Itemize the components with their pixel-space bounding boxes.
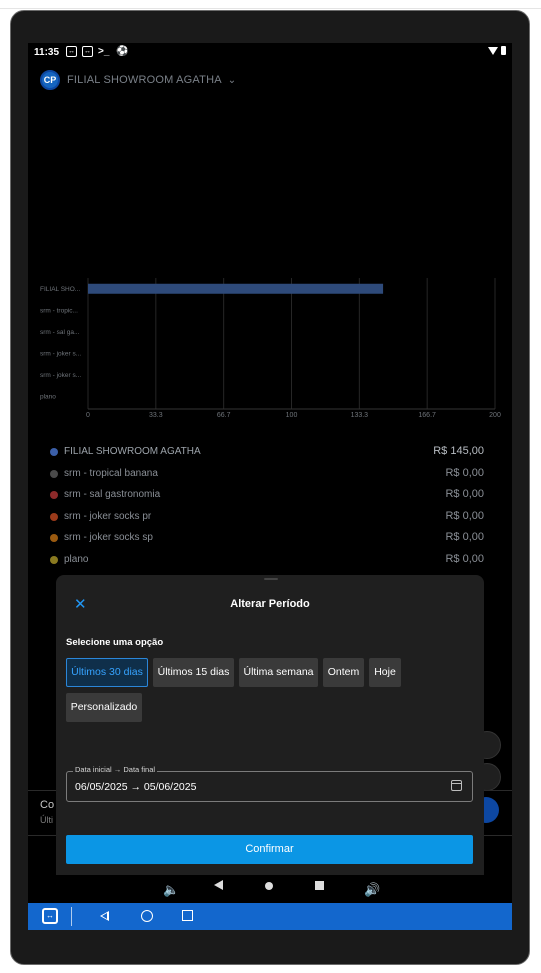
back-icon[interactable]: [214, 880, 223, 890]
chevron-down-icon: ⌄: [227, 74, 237, 86]
x-tick-label: 33.3: [149, 412, 163, 419]
x-tick-label: 0: [86, 412, 90, 419]
status-bar: 11:35 ↔ ↔ >_ ⚽: [28, 43, 512, 63]
x-tick-label: 66.7: [217, 412, 231, 419]
option-last-week[interactable]: Última semana: [239, 658, 318, 687]
y-tick-label: srm - joker s...: [40, 372, 81, 379]
confirm-button[interactable]: Confirmar: [66, 835, 473, 864]
option-custom[interactable]: Personalizado: [66, 693, 142, 722]
x-tick-label: 100: [286, 412, 298, 419]
legend-item: srm - joker socks sp R$ 0,00: [50, 529, 484, 549]
legend-item: plano R$ 0,00: [50, 551, 484, 571]
settings-icon: ⚽: [116, 46, 129, 57]
teamviewer-icon: ↔: [66, 46, 77, 57]
legend-color-dot: [50, 556, 58, 564]
y-tick-label: srm - tropic...: [40, 307, 78, 314]
legend-item: FILIAL SHOWROOM AGATHA R$ 145,00: [50, 443, 484, 463]
legend-label: FILIAL SHOWROOM AGATHA: [64, 446, 201, 457]
option-last-15-days[interactable]: Últimos 15 dias: [153, 658, 234, 687]
recents-icon[interactable]: [182, 910, 193, 921]
legend-color-dot: [50, 534, 58, 542]
legend-item: srm - joker socks pr R$ 0,00: [50, 508, 484, 528]
date-range-label: Data inicial → Data final: [73, 765, 158, 774]
legend-value: R$ 0,00: [445, 488, 484, 500]
drag-handle[interactable]: [264, 578, 278, 580]
top-divider: [0, 8, 541, 9]
options-label: Selecione uma opção: [66, 637, 164, 648]
x-tick-label: 200: [489, 412, 501, 419]
y-tick-label: plano: [40, 393, 56, 400]
legend-item: srm - sal gastronomia R$ 0,00: [50, 486, 484, 506]
battery-icon: [501, 46, 506, 55]
change-period-modal: ✕ Alterar Período Selecione uma opção Úl…: [56, 575, 484, 875]
option-today[interactable]: Hoje: [369, 658, 401, 687]
legend-label: srm - joker socks pr: [64, 511, 152, 522]
legend-label: plano: [64, 554, 89, 565]
modal-title: Alterar Período: [230, 598, 310, 610]
legend-item: srm - tropical banana R$ 0,00: [50, 465, 484, 485]
branch-name: FILIAL SHOWROOM AGATHA: [67, 74, 222, 86]
legend-value: R$ 0,00: [445, 510, 484, 522]
legend-color-dot: [50, 491, 58, 499]
volume-up-icon[interactable]: 🔊: [364, 882, 381, 897]
back-icon[interactable]: [100, 911, 109, 921]
x-tick-label: 133.3: [351, 412, 369, 419]
teamviewer-bar: ↔: [28, 903, 512, 930]
legend-label: srm - tropical banana: [64, 468, 158, 479]
summary-card-title: Co: [40, 799, 55, 811]
chart-bar: [88, 283, 384, 294]
recents-icon[interactable]: [315, 881, 324, 890]
sales-bar-chart: 0 33.3 66.7 100 133.3 166.7 200 FILIAL SHO... sr…: [28, 268, 512, 428]
divider: [71, 907, 72, 926]
date-range-field[interactable]: Data inicial → Data final 06/05/2025 → 0…: [66, 765, 473, 802]
terminal-icon: >_: [98, 46, 110, 57]
company-logo: CP: [40, 70, 60, 90]
wifi-icon: [488, 46, 498, 55]
chart-canvas: 0 33.3 66.7 100 133.3 166.7 200 FILIAL SHO... sr…: [40, 278, 501, 419]
y-tick-label: srm - joker s...: [40, 350, 81, 357]
legend-value: R$ 0,00: [445, 531, 484, 543]
option-last-30-days[interactable]: Últimos 30 dias: [66, 658, 148, 687]
calendar-icon[interactable]: [451, 780, 462, 791]
legend-label: srm - sal gastronomia: [64, 489, 161, 500]
home-icon[interactable]: [265, 882, 273, 890]
legend-label: srm - joker socks sp: [64, 532, 153, 543]
status-time: 11:35: [34, 47, 60, 58]
x-tick-label: 166.7: [418, 412, 436, 419]
close-icon[interactable]: ✕: [74, 596, 87, 613]
legend-value: R$ 145,00: [433, 445, 484, 457]
volume-down-icon[interactable]: 🔈: [163, 882, 180, 897]
teamviewer-logo-icon[interactable]: ↔: [42, 908, 58, 924]
option-yesterday[interactable]: Ontem: [323, 658, 364, 687]
summary-card-subtitle: Últi: [40, 815, 53, 825]
branch-selector[interactable]: CP FILIAL SHOWROOM AGATHA ⌄: [40, 69, 236, 91]
y-tick-label: srm - sal ga...: [40, 329, 80, 336]
date-range-value: 06/05/2025 → 05/06/2025: [75, 781, 197, 793]
legend-color-dot: [50, 448, 58, 456]
app-screen: 11:35 ↔ ↔ >_ ⚽ CP FILIAL SHOWROOM AGATHA…: [28, 43, 512, 930]
teamviewer-icon: ↔: [82, 46, 93, 57]
y-tick-label: FILIAL SHO...: [40, 286, 80, 293]
legend-color-dot: [50, 513, 58, 521]
legend-color-dot: [50, 470, 58, 478]
legend-value: R$ 0,00: [445, 467, 484, 479]
legend-value: R$ 0,00: [445, 553, 484, 565]
home-icon[interactable]: [141, 910, 153, 922]
